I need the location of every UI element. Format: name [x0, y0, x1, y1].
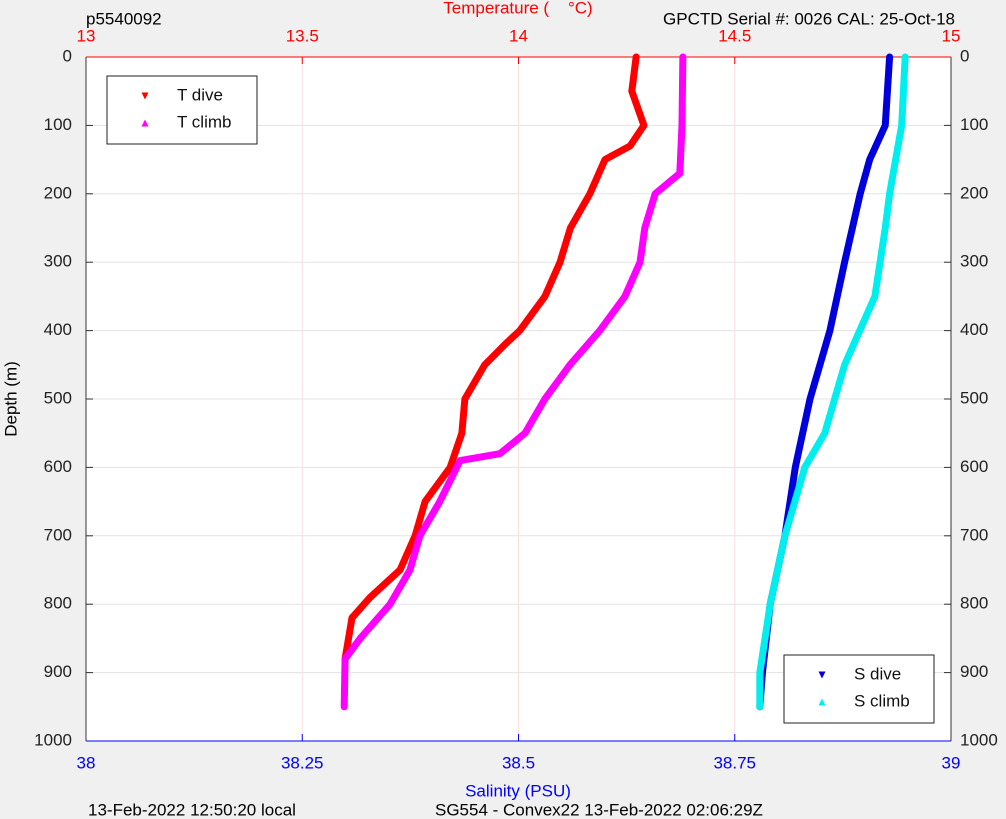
y-tick-label: 200	[44, 183, 72, 202]
footer-left: 13-Feb-2022 12:50:20 local	[88, 800, 296, 819]
x2-tick-label: 13.5	[286, 26, 319, 45]
y2-tick-label: 500	[960, 388, 988, 407]
x2-axis-label: Temperature ( °C)	[443, 0, 592, 17]
y2-tick-label: 900	[960, 662, 988, 681]
y2-tick-label: 300	[960, 252, 988, 271]
y-tick-label: 700	[44, 525, 72, 544]
y-tick-label: 800	[44, 594, 72, 613]
legend-label: T dive	[177, 85, 223, 104]
y-tick-label: 300	[44, 252, 72, 271]
legend-label: S climb	[854, 691, 910, 710]
legend-marker	[141, 119, 149, 127]
y2-tick-label: 400	[960, 320, 988, 339]
y-tick-label: 100	[44, 115, 72, 134]
y2-tick-label: 700	[960, 525, 988, 544]
x-tick-label: 38.5	[502, 753, 535, 772]
x-tick-label: 38	[77, 753, 96, 772]
footer-right: SG554 - Convex22 13-Feb-2022 02:06:29Z	[435, 800, 763, 819]
y2-tick-label: 800	[960, 594, 988, 613]
x2-tick-label: 14.5	[718, 26, 751, 45]
x2-tick-label: 15	[942, 26, 961, 45]
profile-line	[756, 53, 909, 711]
y-tick-label: 0	[63, 46, 72, 65]
y2-tick-label: 600	[960, 457, 988, 476]
legend-box	[783, 654, 935, 724]
legend: T dive T climb	[106, 75, 258, 145]
legend-marker	[818, 671, 826, 679]
legend-marker	[141, 92, 149, 100]
profile-line	[340, 53, 687, 711]
x2-tick-label: 13	[77, 26, 96, 45]
legend-box	[106, 75, 258, 145]
y-tick-label: 1000	[34, 730, 72, 749]
title-left: p5540092	[86, 9, 162, 28]
y-axis-label: Depth (m)	[1, 361, 20, 437]
y2-tick-label: 200	[960, 183, 988, 202]
legend: S dive S climb	[783, 654, 935, 724]
y-tick-label: 900	[44, 662, 72, 681]
legend-label: T climb	[177, 112, 231, 131]
legend-label: S dive	[854, 664, 901, 683]
profile-line	[341, 53, 648, 663]
y-tick-label: 500	[44, 388, 72, 407]
x-tick-label: 38.75	[713, 753, 756, 772]
y2-tick-label: 1000	[960, 730, 998, 749]
title-right: GPCTD Serial #: 0026 CAL: 25-Oct-18	[663, 9, 955, 28]
y-tick-label: 400	[44, 320, 72, 339]
x-tick-label: 39	[942, 753, 961, 772]
y2-tick-label: 100	[960, 115, 988, 134]
x-tick-label: 38.25	[281, 753, 324, 772]
x2-tick-label: 14	[509, 26, 528, 45]
y-tick-label: 600	[44, 457, 72, 476]
y2-tick-label: 0	[960, 46, 969, 65]
legend-marker	[818, 698, 826, 706]
x-axis-label: Salinity (PSU)	[465, 781, 571, 800]
